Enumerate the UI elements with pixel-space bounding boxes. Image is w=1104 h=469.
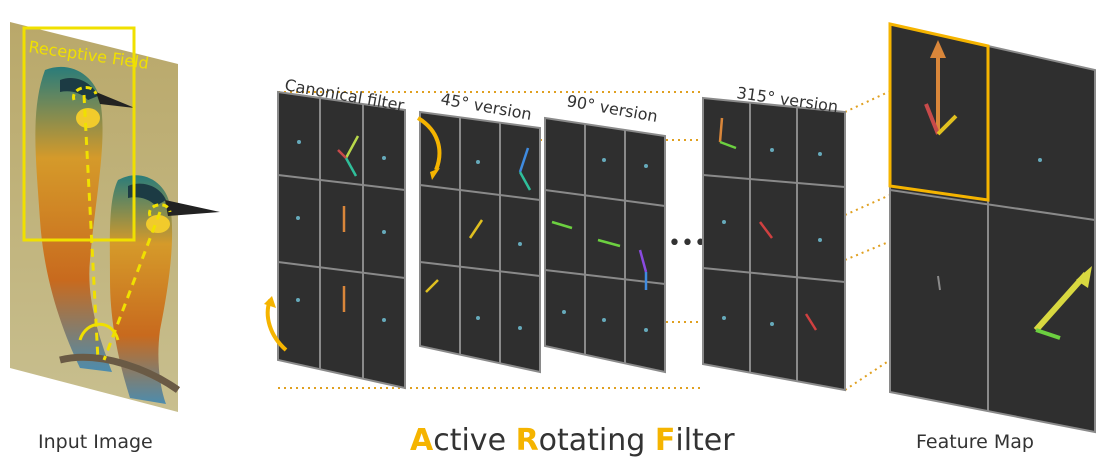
filter-panel-90 [544,116,666,374]
rotation-arrow-icon [416,116,442,171]
title-rest-a: ctive [433,423,515,458]
filter-panel-canonical [277,90,406,390]
filter-panel-45 [419,110,541,374]
title-letter-a: A [410,423,434,458]
feature-map [888,22,1096,434]
input-image-caption: Input Image [38,431,153,453]
filter-panel-315 [702,96,846,392]
title-rest-f: ilter [675,423,735,458]
feature-map-caption: Feature Map [916,431,1034,453]
bird-1 [35,66,112,373]
ellipsis: ••• [668,231,707,256]
title-rest-r: otating [539,423,655,458]
filter-label-90: 90° version [565,91,659,126]
feature-map-highlight [888,22,990,202]
receptive-field-box [22,26,136,242]
title-letter-r: R [516,423,539,458]
arf-title: Active Rotating Filter [410,423,735,458]
title-letter-f: F [655,423,676,458]
input-image: Receptive Field [10,22,220,412]
